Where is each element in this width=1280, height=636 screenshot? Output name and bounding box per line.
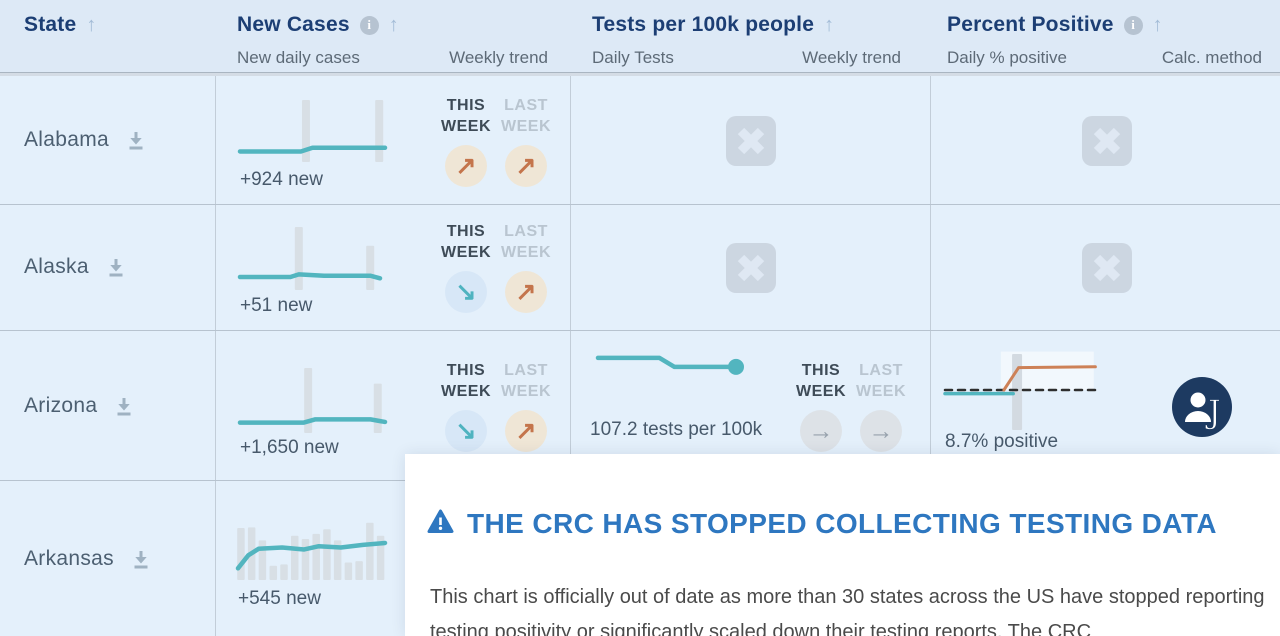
table-header: State ↑ New Cases i ↑ Tests per 100k peo…: [0, 0, 1280, 73]
new-cases-value: +545 new: [238, 588, 321, 609]
notice-title: THE CRC HAS STOPPED COLLECTING TESTING D…: [467, 508, 1217, 539]
state-cell: Alaska: [24, 255, 127, 279]
download-icon[interactable]: [105, 256, 127, 278]
table-row: Arizona +1,650 new THIS WEEK ↘ LAST WEEK…: [0, 330, 1280, 481]
notice-body: This chart is officially out of date as …: [430, 586, 1265, 636]
new-cases-subheaders: New daily cases Weekly trend: [237, 48, 548, 68]
subheader-daily-tests: Daily Tests: [592, 48, 674, 67]
state-column-title: State: [24, 13, 77, 36]
percent-subheaders: Daily % positive Calc. method: [947, 48, 1262, 68]
percent-positive-sparkline: [943, 350, 1102, 435]
daily-tests-sparkline: [595, 348, 745, 383]
jhu-calc-method-icon[interactable]: J: [1172, 377, 1232, 442]
this-week-label: THIS WEEK: [441, 97, 491, 135]
new-cases-value: +51 new: [240, 295, 313, 316]
download-icon[interactable]: [130, 548, 152, 570]
weekly-trend: THIS WEEK ↘ LAST WEEK ↗: [440, 221, 552, 313]
weekly-trend: THIS WEEK → LAST WEEK →: [795, 360, 907, 452]
percent-positive-column-title: Percent Positive: [947, 13, 1114, 36]
trend-arrow-icon: ↗: [505, 271, 547, 313]
column-header-percent-positive[interactable]: Percent Positive i ↑: [947, 13, 1163, 37]
testing-data-notice: THE CRC HAS STOPPED COLLECTING TESTING D…: [405, 454, 1280, 636]
table-row: Arkansas +545 new: [0, 481, 1280, 636]
daily-tests-value: 107.2 tests per 100k: [590, 419, 763, 440]
weekly-trend: THIS WEEK ↗ LAST WEEK ↗: [440, 95, 552, 187]
weekly-trend: THIS WEEK ↘ LAST WEEK ↗: [440, 360, 552, 452]
this-week-label: THIS WEEK: [441, 223, 491, 261]
download-icon[interactable]: [113, 395, 135, 417]
subheader-weekly-trend: Weekly trend: [449, 48, 548, 67]
no-data-icon: [1081, 242, 1133, 299]
sort-asc-icon[interactable]: ↑: [86, 13, 97, 36]
column-divider: [215, 0, 216, 636]
subheader-new-daily-cases: New daily cases: [237, 48, 360, 67]
trend-arrow-icon: ↗: [505, 145, 547, 187]
last-week-label: LAST WEEK: [501, 362, 551, 400]
subheader-calc-method: Calc. method: [1161, 48, 1262, 67]
column-header-state[interactable]: State ↑: [24, 13, 96, 37]
table-row: Alabama +924 new THIS WEEK ↗ LAST WEEK ↗: [0, 76, 1280, 204]
table-row: Alaska +51 new THIS WEEK ↘ LAST WEEK ↗: [0, 204, 1280, 330]
trend-arrow-icon: ↘: [445, 410, 487, 452]
new-cases-sparkline: [237, 368, 388, 438]
this-week-label: THIS WEEK: [441, 362, 491, 400]
column-divider: [570, 0, 571, 636]
no-data-icon: [1081, 115, 1133, 172]
column-header-tests[interactable]: Tests per 100k people ↑: [592, 13, 834, 37]
row-divider: [0, 204, 1280, 205]
new-cases-sparkline: [237, 225, 383, 295]
trend-arrow-icon: ↗: [445, 145, 487, 187]
last-week-label: LAST WEEK: [856, 362, 906, 400]
trend-arrow-icon: ↗: [505, 410, 547, 452]
download-icon[interactable]: [125, 129, 147, 151]
tests-column-title: Tests per 100k people: [592, 13, 815, 36]
new-cases-column-title: New Cases: [237, 13, 350, 36]
sort-asc-icon[interactable]: ↑: [388, 13, 399, 36]
new-cases-sparkline: [237, 100, 388, 167]
notice-title-row: THE CRC HAS STOPPED COLLECTING TESTING D…: [427, 508, 1217, 540]
last-week-label: LAST WEEK: [501, 97, 551, 135]
warning-icon: [427, 509, 454, 539]
state-name: Arizona: [24, 393, 98, 417]
row-divider: [0, 330, 1280, 331]
this-week-label: THIS WEEK: [796, 362, 846, 400]
new-cases-sparkline: [235, 515, 388, 585]
tests-subheaders: Daily Tests Weekly trend: [592, 48, 901, 68]
info-icon[interactable]: i: [1123, 15, 1143, 35]
new-cases-value: +924 new: [240, 169, 323, 190]
subheader-weekly-trend: Weekly trend: [802, 48, 901, 67]
no-data-icon: [725, 242, 777, 299]
state-cell: Alabama: [24, 128, 147, 152]
state-name: Alabama: [24, 128, 109, 151]
trend-arrow-icon: →: [800, 410, 842, 452]
percent-positive-value: 8.7% positive: [945, 431, 1059, 452]
trend-arrow-icon: ↘: [445, 271, 487, 313]
column-divider: [930, 0, 931, 636]
svg-text:J: J: [1205, 393, 1221, 431]
trend-arrow-icon: →: [860, 410, 902, 452]
new-cases-value: +1,650 new: [240, 437, 339, 458]
last-week-label: LAST WEEK: [501, 223, 551, 261]
column-header-new-cases[interactable]: New Cases i ↑: [237, 13, 399, 37]
header-divider: [0, 73, 1280, 76]
subheader-daily-percent-positive: Daily % positive: [947, 48, 1067, 67]
sort-asc-icon[interactable]: ↑: [824, 13, 835, 36]
info-icon[interactable]: i: [359, 15, 379, 35]
state-name: Arkansas: [24, 546, 114, 570]
state-cell: Arizona: [24, 394, 135, 418]
sort-asc-icon[interactable]: ↑: [1152, 13, 1163, 36]
no-data-icon: [725, 115, 777, 172]
state-cell: Arkansas: [24, 547, 152, 571]
state-name: Alaska: [24, 255, 89, 278]
